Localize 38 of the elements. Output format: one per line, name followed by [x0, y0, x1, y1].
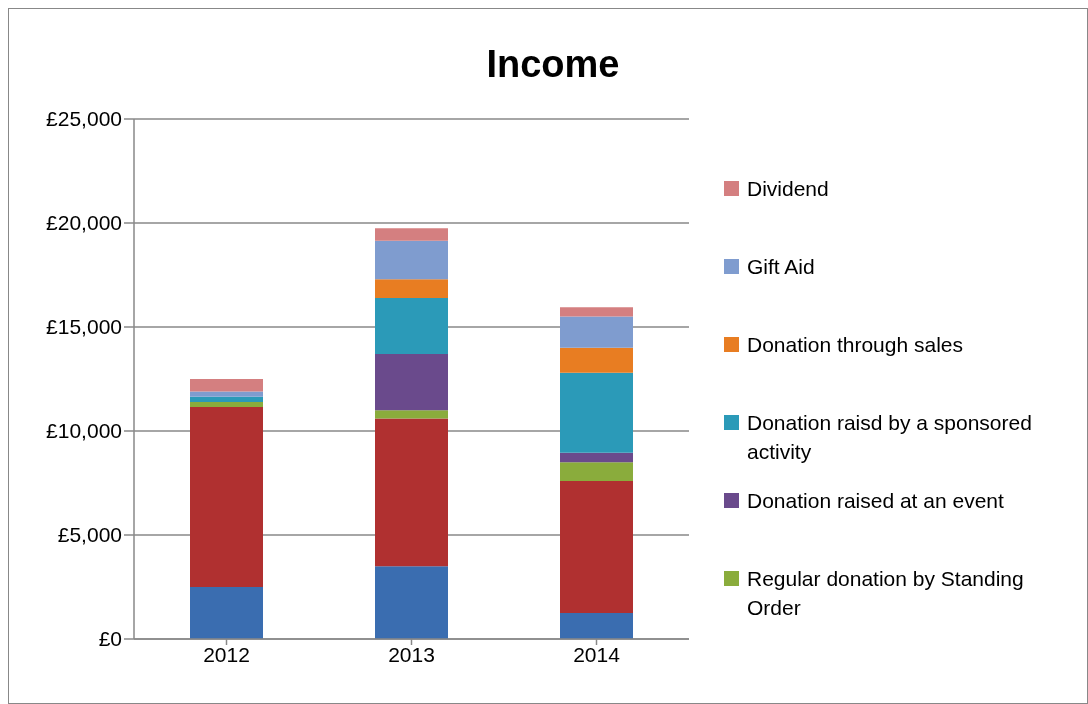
x-tick-label: 2012 — [203, 642, 250, 666]
bar — [560, 462, 633, 481]
legend-label: Dividend — [747, 176, 829, 202]
bar — [190, 587, 263, 639]
bar — [375, 297, 448, 355]
chart-title: Income — [485, 43, 621, 86]
legend-label: Donation raisd by a sponsored activity — [747, 410, 1033, 465]
legend-label: Gift Aid — [747, 254, 815, 280]
y-tick-label: £0 — [98, 627, 122, 651]
bar — [375, 566, 448, 639]
bar — [375, 240, 448, 280]
bar — [375, 410, 448, 419]
bar — [190, 407, 263, 587]
bar — [560, 307, 633, 317]
bar — [560, 347, 633, 373]
bar — [190, 379, 263, 392]
bar — [190, 401, 263, 408]
y-tick-label: £25,000 — [46, 107, 122, 131]
y-tick-label: £15,000 — [46, 315, 122, 339]
x-tick-label: 2014 — [573, 642, 621, 666]
y-tick-label: £5,000 — [57, 523, 122, 547]
bar — [560, 372, 633, 453]
y-tick-label: £10,000 — [46, 419, 122, 443]
bar — [560, 452, 633, 463]
bar — [375, 228, 448, 241]
legend-label: Regular donation by Standing Order — [747, 566, 1025, 621]
x-tick-label: 2013 — [388, 642, 435, 666]
legend-label: Donation through sales — [747, 332, 963, 358]
bar — [190, 396, 263, 402]
legend-label: Donation raised at an event — [747, 488, 1004, 514]
y-tick-label: £20,000 — [46, 211, 122, 235]
bar — [375, 354, 448, 411]
bar — [190, 391, 263, 397]
bar — [560, 613, 633, 639]
bar — [560, 480, 633, 613]
bar — [560, 316, 633, 348]
bar — [375, 418, 448, 567]
bar — [375, 279, 448, 298]
